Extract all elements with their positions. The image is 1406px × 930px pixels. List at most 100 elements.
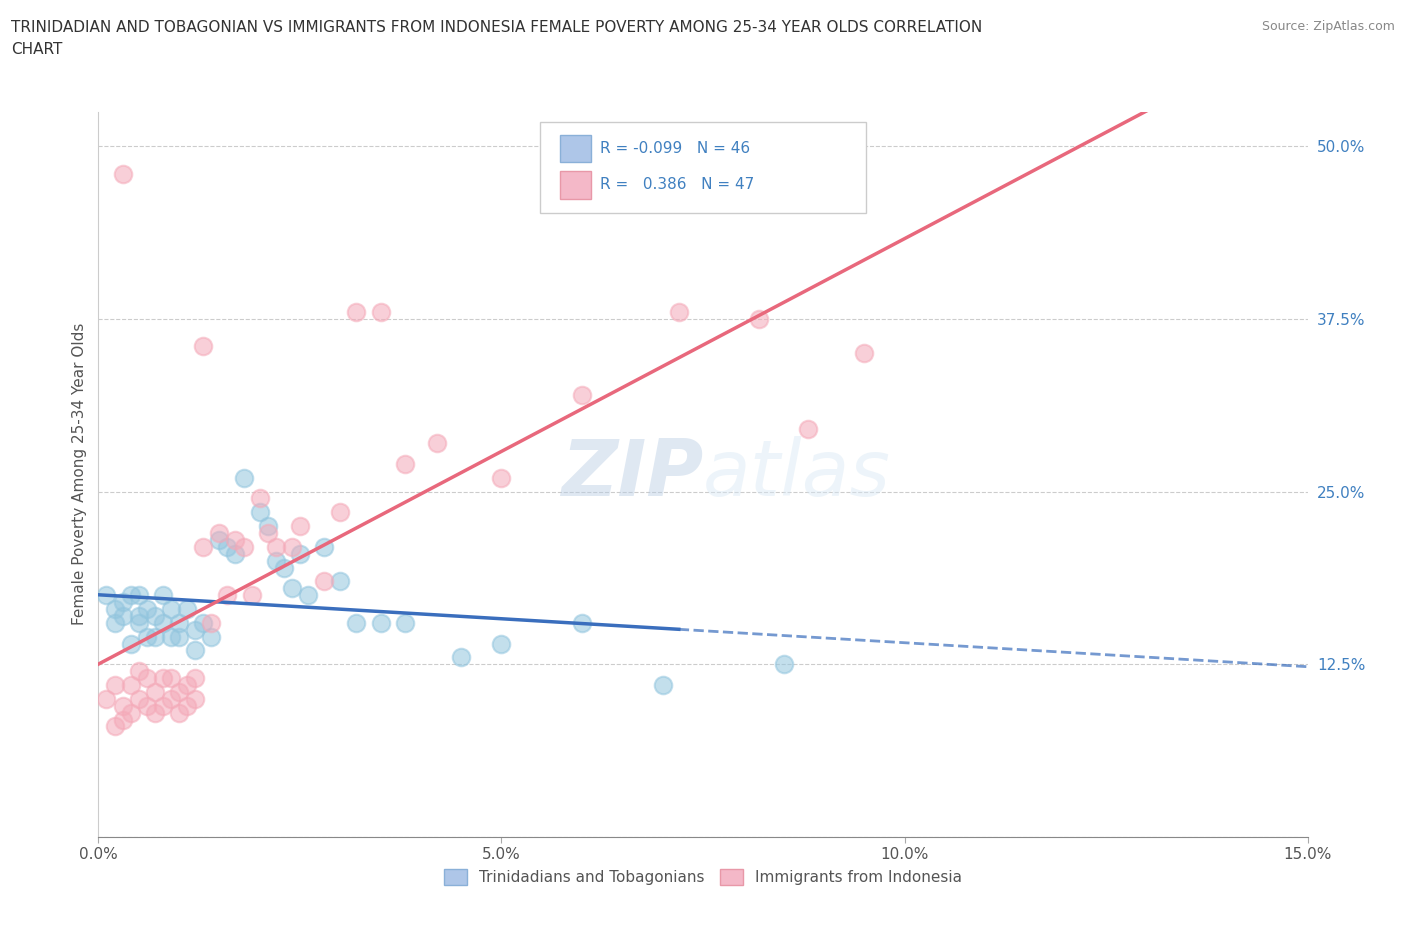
Point xyxy=(264,539,287,554)
Point xyxy=(135,698,157,713)
FancyBboxPatch shape xyxy=(561,171,591,199)
Point xyxy=(176,602,198,617)
Point xyxy=(193,539,215,554)
Point xyxy=(748,312,770,326)
Point xyxy=(853,346,876,361)
Point xyxy=(111,594,134,609)
Point xyxy=(200,616,222,631)
Text: R =   0.386   N = 47: R = 0.386 N = 47 xyxy=(600,178,755,193)
FancyBboxPatch shape xyxy=(540,123,866,213)
Point xyxy=(217,539,239,554)
Point xyxy=(281,581,304,596)
Point xyxy=(111,608,134,623)
Point xyxy=(651,678,673,693)
Text: TRINIDADIAN AND TOBAGONIAN VS IMMIGRANTS FROM INDONESIA FEMALE POVERTY AMONG 25-: TRINIDADIAN AND TOBAGONIAN VS IMMIGRANTS… xyxy=(11,20,983,35)
Point xyxy=(394,457,416,472)
Point xyxy=(152,588,174,603)
Point xyxy=(111,166,134,181)
Point xyxy=(103,678,125,693)
Point xyxy=(120,705,142,720)
Point xyxy=(370,304,392,319)
Point xyxy=(111,698,134,713)
Point xyxy=(344,616,367,631)
Point xyxy=(96,588,118,603)
Point xyxy=(491,471,513,485)
Point xyxy=(297,588,319,603)
Point xyxy=(128,588,150,603)
Point xyxy=(176,698,198,713)
Point xyxy=(264,553,287,568)
Point xyxy=(167,684,190,699)
Point xyxy=(128,691,150,706)
Point xyxy=(772,657,794,671)
Point xyxy=(103,602,125,617)
Point xyxy=(167,630,190,644)
Point xyxy=(176,678,198,693)
Point xyxy=(281,539,304,554)
Point xyxy=(797,422,820,437)
Point xyxy=(152,616,174,631)
Point xyxy=(103,616,125,631)
Point xyxy=(184,691,207,706)
Text: ZIP: ZIP xyxy=(561,436,703,512)
Point xyxy=(128,664,150,679)
Point xyxy=(426,436,449,451)
Point xyxy=(143,684,166,699)
Point xyxy=(96,691,118,706)
Point xyxy=(224,546,246,561)
Point xyxy=(184,671,207,685)
Point xyxy=(314,574,336,589)
Point xyxy=(208,525,231,540)
Point xyxy=(394,616,416,631)
Point xyxy=(193,339,215,354)
FancyBboxPatch shape xyxy=(561,135,591,163)
Point xyxy=(329,574,352,589)
Point xyxy=(256,525,278,540)
Point xyxy=(160,630,183,644)
Point xyxy=(240,588,263,603)
Point xyxy=(135,671,157,685)
Point xyxy=(491,636,513,651)
Point xyxy=(103,719,125,734)
Point xyxy=(152,671,174,685)
Point xyxy=(128,616,150,631)
Point xyxy=(184,622,207,637)
Point xyxy=(184,643,207,658)
Point xyxy=(128,608,150,623)
Point xyxy=(344,304,367,319)
Point xyxy=(571,616,593,631)
Point xyxy=(208,533,231,548)
Point xyxy=(135,602,157,617)
Point xyxy=(249,505,271,520)
Point xyxy=(232,539,254,554)
Point xyxy=(143,705,166,720)
Point xyxy=(249,491,271,506)
Point xyxy=(120,588,142,603)
Point xyxy=(120,678,142,693)
Point xyxy=(288,519,311,534)
Point xyxy=(224,533,246,548)
Point xyxy=(152,698,174,713)
Point xyxy=(232,471,254,485)
Text: Source: ZipAtlas.com: Source: ZipAtlas.com xyxy=(1261,20,1395,33)
Point xyxy=(370,616,392,631)
Point xyxy=(314,539,336,554)
Point xyxy=(135,630,157,644)
Text: CHART: CHART xyxy=(11,42,63,57)
Legend: Trinidadians and Tobagonians, Immigrants from Indonesia: Trinidadians and Tobagonians, Immigrants… xyxy=(437,863,969,891)
Point xyxy=(143,608,166,623)
Point xyxy=(160,671,183,685)
Point xyxy=(111,712,134,727)
Point xyxy=(256,519,278,534)
Point xyxy=(160,691,183,706)
Point xyxy=(200,630,222,644)
Point xyxy=(143,630,166,644)
Point xyxy=(167,616,190,631)
Point xyxy=(571,388,593,403)
Point xyxy=(160,602,183,617)
Point xyxy=(120,636,142,651)
Point xyxy=(273,560,295,575)
Text: atlas: atlas xyxy=(703,436,891,512)
Y-axis label: Female Poverty Among 25-34 Year Olds: Female Poverty Among 25-34 Year Olds xyxy=(72,323,87,626)
Point xyxy=(167,705,190,720)
